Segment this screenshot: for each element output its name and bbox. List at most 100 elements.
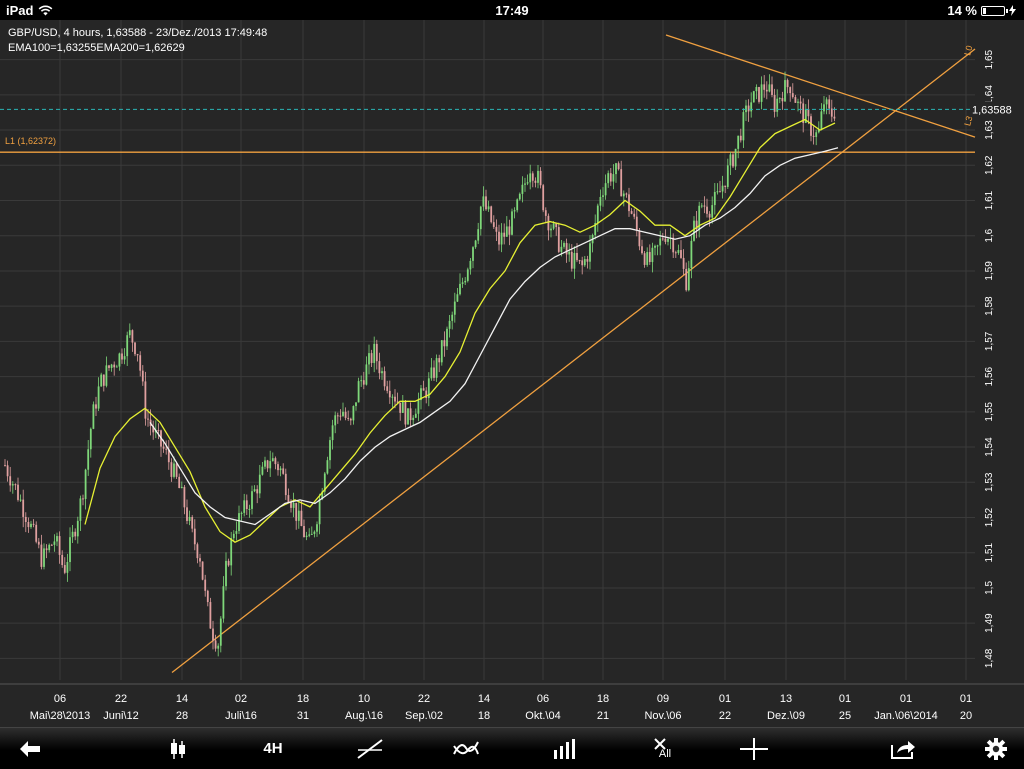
status-right: 14 %	[947, 3, 1016, 18]
candle-body	[32, 523, 35, 525]
candle-body	[139, 355, 142, 371]
indicator-icon	[453, 741, 479, 754]
candle-body	[232, 533, 235, 539]
candle-body	[256, 489, 259, 494]
candle-body	[781, 98, 784, 102]
candle-body	[752, 91, 755, 103]
y-tick-label: 1,57	[984, 331, 995, 351]
candle-body	[300, 510, 303, 527]
x-tick-day: 02	[235, 693, 247, 705]
share-button[interactable]	[881, 728, 925, 769]
candle-body	[651, 247, 654, 263]
clear-all-button[interactable]: All	[638, 728, 682, 769]
settings-button[interactable]	[974, 728, 1018, 769]
candle-body	[773, 94, 776, 112]
candle-body	[698, 205, 701, 230]
candle-body	[316, 524, 318, 532]
candle-body	[589, 243, 591, 262]
wifi-icon	[39, 5, 53, 16]
candle-body	[186, 507, 188, 521]
x-tick-date: Sep.\02	[405, 710, 443, 722]
candle-body	[253, 489, 256, 492]
candle-body	[505, 226, 508, 237]
candle-body	[378, 361, 381, 374]
chart-canvas[interactable]: 1,48 1,49 1,5 1,51 1,52 1,53 1,54 1,55 1,56 1,57 1…	[0, 20, 1024, 727]
candle-body	[409, 408, 412, 421]
candle-body	[123, 356, 126, 360]
candle-body	[630, 211, 633, 214]
draw-line-button[interactable]	[348, 728, 392, 769]
candle-body	[529, 173, 532, 183]
x-tick-day: 18	[297, 693, 309, 705]
candle-body	[37, 541, 40, 545]
candle-body	[625, 193, 628, 195]
last-price-label-bg	[970, 101, 1022, 118]
candle-body	[825, 99, 828, 105]
chart-type-button[interactable]	[156, 728, 200, 769]
candle-body	[617, 163, 620, 170]
candle-body	[344, 411, 347, 418]
candle-body	[19, 499, 22, 501]
candle-body	[388, 390, 391, 398]
candle-body	[732, 154, 734, 167]
candle-body	[131, 330, 134, 343]
candle-body	[323, 473, 326, 492]
candle-body	[144, 381, 147, 419]
candle-body	[602, 195, 604, 197]
candle-body	[318, 499, 321, 525]
trendline-icon	[357, 738, 383, 759]
crosshair-icon	[740, 737, 768, 760]
candle-body	[518, 193, 521, 200]
candle-body	[235, 531, 238, 534]
candle-body	[641, 246, 643, 254]
y-tick-label: 1,6	[984, 228, 995, 242]
volume-button[interactable]	[542, 728, 586, 769]
candle-body	[238, 513, 240, 532]
candle-body	[134, 342, 136, 355]
candle-body	[596, 205, 599, 223]
candle-body	[100, 374, 103, 387]
candle-body	[360, 380, 363, 382]
candle-body	[308, 534, 311, 536]
candle-body	[56, 536, 58, 542]
candle-body	[183, 486, 186, 508]
crosshair-button[interactable]	[732, 728, 776, 769]
candle-body	[63, 565, 66, 573]
y-tick-label: 1,5	[984, 581, 995, 595]
price-chart[interactable]: 1,48 1,49 1,5 1,51 1,52 1,53 1,54 1,55 1,56 1,57 1…	[0, 20, 1024, 727]
candle-body	[807, 108, 810, 117]
candle-body	[786, 80, 789, 88]
timeframe-button[interactable]: 4H	[263, 740, 283, 757]
x-tick-day: 18	[597, 693, 609, 705]
support-line-label: L1 (1,62372)	[5, 136, 56, 146]
candle-body	[427, 378, 430, 399]
candle-body	[399, 402, 402, 413]
x-tick-day: 13	[780, 693, 792, 705]
candle-body	[222, 586, 225, 619]
y-tick-label: 1,51	[984, 543, 995, 563]
candle-body	[6, 465, 9, 477]
candle-body	[721, 185, 724, 192]
candle-body	[594, 222, 597, 236]
candle-body	[446, 328, 448, 347]
back-button[interactable]	[8, 728, 52, 769]
candle-body	[760, 84, 763, 102]
candle-body	[742, 112, 745, 141]
candle-body	[404, 401, 407, 425]
candle-body	[40, 544, 43, 567]
candle-body	[422, 388, 425, 391]
candle-body	[420, 388, 422, 401]
indicator-button[interactable]	[444, 728, 488, 769]
y-tick-label: 1,55	[984, 402, 995, 422]
candle-body	[656, 245, 659, 247]
candle-body	[368, 353, 370, 365]
candle-body	[84, 469, 87, 500]
candle-body	[810, 116, 812, 136]
candle-body	[251, 491, 253, 509]
candle-body	[89, 428, 92, 450]
bars-icon	[554, 738, 575, 759]
candle-body	[495, 226, 498, 232]
candle-body	[823, 104, 825, 112]
candle-body	[461, 282, 464, 284]
candle-body	[612, 174, 615, 182]
